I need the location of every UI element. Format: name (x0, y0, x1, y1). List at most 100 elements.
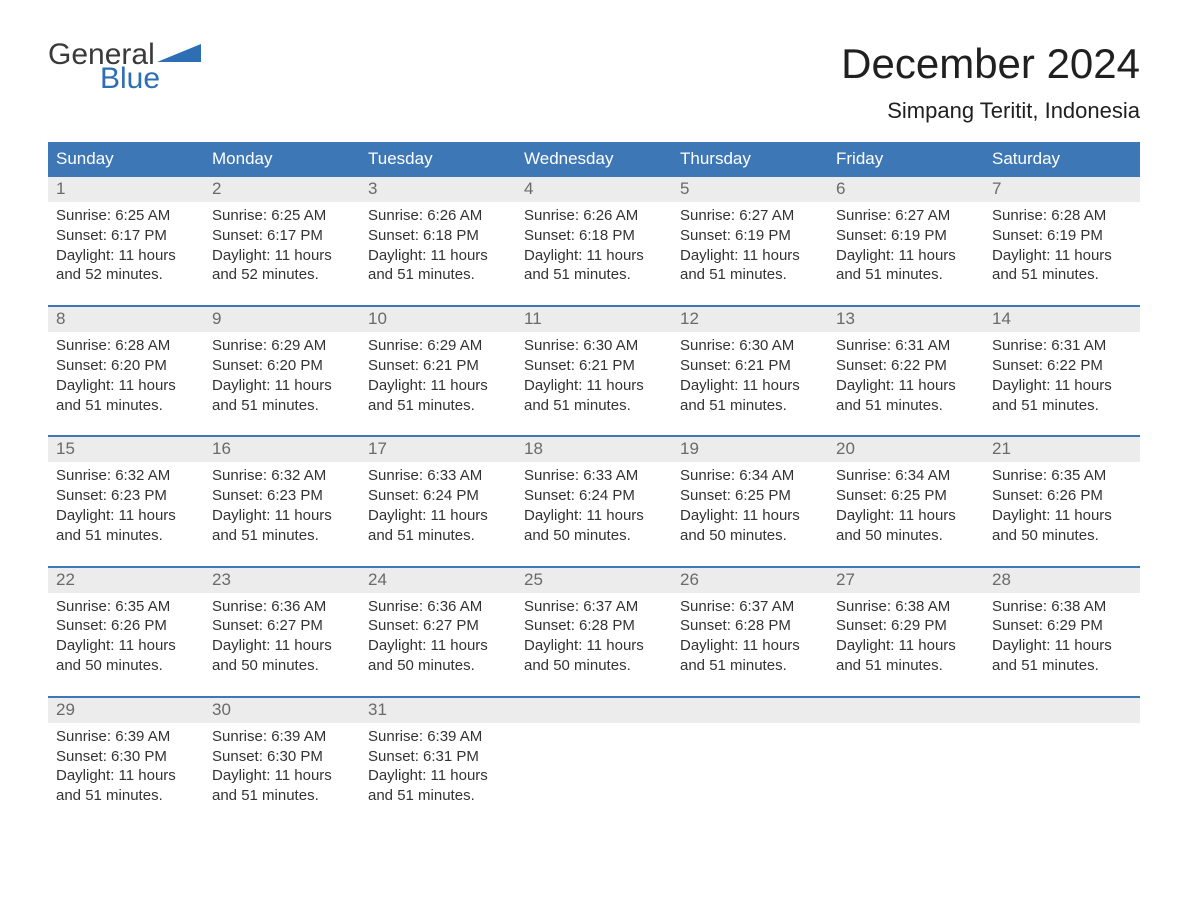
day-number: 25 (516, 568, 672, 593)
sunset-line: Sunset: 6:19 PM (680, 226, 820, 246)
day-body: Sunrise: 6:29 AMSunset: 6:20 PMDaylight:… (204, 332, 360, 421)
sunrise-line: Sunrise: 6:35 AM (992, 466, 1132, 486)
day-body: Sunrise: 6:35 AMSunset: 6:26 PMDaylight:… (984, 462, 1140, 551)
day-body: Sunrise: 6:26 AMSunset: 6:18 PMDaylight:… (516, 202, 672, 291)
day-body: Sunrise: 6:30 AMSunset: 6:21 PMDaylight:… (672, 332, 828, 421)
daylight-line-1: Daylight: 11 hours (524, 636, 664, 656)
day-cell: 10Sunrise: 6:29 AMSunset: 6:21 PMDayligh… (360, 307, 516, 421)
daylight-line-1: Daylight: 11 hours (56, 636, 196, 656)
day-cell: 12Sunrise: 6:30 AMSunset: 6:21 PMDayligh… (672, 307, 828, 421)
sunset-line: Sunset: 6:19 PM (836, 226, 976, 246)
daylight-line-2: and 51 minutes. (992, 656, 1132, 676)
sunset-line: Sunset: 6:21 PM (680, 356, 820, 376)
sunrise-line: Sunrise: 6:38 AM (992, 597, 1132, 617)
sunrise-line: Sunrise: 6:34 AM (836, 466, 976, 486)
daylight-line-2: and 51 minutes. (56, 786, 196, 806)
day-body: Sunrise: 6:29 AMSunset: 6:21 PMDaylight:… (360, 332, 516, 421)
daylight-line-2: and 51 minutes. (56, 526, 196, 546)
daylight-line-1: Daylight: 11 hours (212, 246, 352, 266)
day-body: Sunrise: 6:27 AMSunset: 6:19 PMDaylight:… (828, 202, 984, 291)
day-cell: 31Sunrise: 6:39 AMSunset: 6:31 PMDayligh… (360, 698, 516, 812)
sunrise-line: Sunrise: 6:32 AM (212, 466, 352, 486)
day-number: 26 (672, 568, 828, 593)
daylight-line-2: and 50 minutes. (212, 656, 352, 676)
day-number: 5 (672, 177, 828, 202)
daylight-line-1: Daylight: 11 hours (212, 636, 352, 656)
sunrise-line: Sunrise: 6:27 AM (836, 206, 976, 226)
daylight-line-1: Daylight: 11 hours (992, 376, 1132, 396)
day-number (672, 698, 828, 723)
daylight-line-2: and 51 minutes. (56, 396, 196, 416)
sunset-line: Sunset: 6:30 PM (212, 747, 352, 767)
sunset-line: Sunset: 6:28 PM (524, 616, 664, 636)
day-number: 3 (360, 177, 516, 202)
sunrise-line: Sunrise: 6:37 AM (524, 597, 664, 617)
daylight-line-1: Daylight: 11 hours (56, 506, 196, 526)
daylight-line-2: and 50 minutes. (680, 526, 820, 546)
sunset-line: Sunset: 6:23 PM (56, 486, 196, 506)
daylight-line-2: and 51 minutes. (680, 656, 820, 676)
day-body (984, 723, 1140, 733)
daylight-line-2: and 51 minutes. (680, 396, 820, 416)
day-body: Sunrise: 6:34 AMSunset: 6:25 PMDaylight:… (828, 462, 984, 551)
sunrise-line: Sunrise: 6:34 AM (680, 466, 820, 486)
day-cell: 30Sunrise: 6:39 AMSunset: 6:30 PMDayligh… (204, 698, 360, 812)
day-body (516, 723, 672, 733)
logo-wedge-icon (155, 42, 203, 64)
day-number: 22 (48, 568, 204, 593)
day-number (828, 698, 984, 723)
day-body: Sunrise: 6:25 AMSunset: 6:17 PMDaylight:… (204, 202, 360, 291)
day-number: 9 (204, 307, 360, 332)
daylight-line-2: and 51 minutes. (524, 265, 664, 285)
sunrise-line: Sunrise: 6:36 AM (368, 597, 508, 617)
daylight-line-1: Daylight: 11 hours (680, 636, 820, 656)
daylight-line-1: Daylight: 11 hours (56, 766, 196, 786)
weekday-header-cell: Wednesday (516, 142, 672, 177)
daylight-line-1: Daylight: 11 hours (524, 376, 664, 396)
day-cell: 29Sunrise: 6:39 AMSunset: 6:30 PMDayligh… (48, 698, 204, 812)
sunrise-line: Sunrise: 6:29 AM (212, 336, 352, 356)
sunset-line: Sunset: 6:30 PM (56, 747, 196, 767)
sunrise-line: Sunrise: 6:28 AM (56, 336, 196, 356)
sunset-line: Sunset: 6:24 PM (524, 486, 664, 506)
day-number: 13 (828, 307, 984, 332)
sunrise-line: Sunrise: 6:28 AM (992, 206, 1132, 226)
day-cell: 23Sunrise: 6:36 AMSunset: 6:27 PMDayligh… (204, 568, 360, 682)
day-body: Sunrise: 6:28 AMSunset: 6:19 PMDaylight:… (984, 202, 1140, 291)
day-cell: 19Sunrise: 6:34 AMSunset: 6:25 PMDayligh… (672, 437, 828, 551)
day-body: Sunrise: 6:38 AMSunset: 6:29 PMDaylight:… (828, 593, 984, 682)
daylight-line-1: Daylight: 11 hours (56, 246, 196, 266)
daylight-line-2: and 51 minutes. (836, 656, 976, 676)
week-row: 15Sunrise: 6:32 AMSunset: 6:23 PMDayligh… (48, 435, 1140, 551)
daylight-line-2: and 51 minutes. (212, 526, 352, 546)
sunrise-line: Sunrise: 6:26 AM (524, 206, 664, 226)
day-number: 2 (204, 177, 360, 202)
daylight-line-2: and 50 minutes. (524, 526, 664, 546)
day-body: Sunrise: 6:26 AMSunset: 6:18 PMDaylight:… (360, 202, 516, 291)
day-number: 18 (516, 437, 672, 462)
day-number: 12 (672, 307, 828, 332)
sunrise-line: Sunrise: 6:35 AM (56, 597, 196, 617)
weekday-header-cell: Tuesday (360, 142, 516, 177)
day-cell: 5Sunrise: 6:27 AMSunset: 6:19 PMDaylight… (672, 177, 828, 291)
daylight-line-2: and 50 minutes. (992, 526, 1132, 546)
day-cell: 1Sunrise: 6:25 AMSunset: 6:17 PMDaylight… (48, 177, 204, 291)
day-cell: 27Sunrise: 6:38 AMSunset: 6:29 PMDayligh… (828, 568, 984, 682)
day-number: 16 (204, 437, 360, 462)
day-cell (828, 698, 984, 812)
daylight-line-2: and 50 minutes. (368, 656, 508, 676)
daylight-line-2: and 51 minutes. (680, 265, 820, 285)
daylight-line-1: Daylight: 11 hours (680, 376, 820, 396)
weekday-header-cell: Sunday (48, 142, 204, 177)
weekday-header-cell: Monday (204, 142, 360, 177)
day-body: Sunrise: 6:30 AMSunset: 6:21 PMDaylight:… (516, 332, 672, 421)
sunrise-line: Sunrise: 6:38 AM (836, 597, 976, 617)
day-cell: 8Sunrise: 6:28 AMSunset: 6:20 PMDaylight… (48, 307, 204, 421)
day-body: Sunrise: 6:31 AMSunset: 6:22 PMDaylight:… (828, 332, 984, 421)
day-body: Sunrise: 6:38 AMSunset: 6:29 PMDaylight:… (984, 593, 1140, 682)
day-cell: 13Sunrise: 6:31 AMSunset: 6:22 PMDayligh… (828, 307, 984, 421)
day-body: Sunrise: 6:27 AMSunset: 6:19 PMDaylight:… (672, 202, 828, 291)
day-number: 19 (672, 437, 828, 462)
day-cell: 22Sunrise: 6:35 AMSunset: 6:26 PMDayligh… (48, 568, 204, 682)
day-body: Sunrise: 6:39 AMSunset: 6:31 PMDaylight:… (360, 723, 516, 812)
